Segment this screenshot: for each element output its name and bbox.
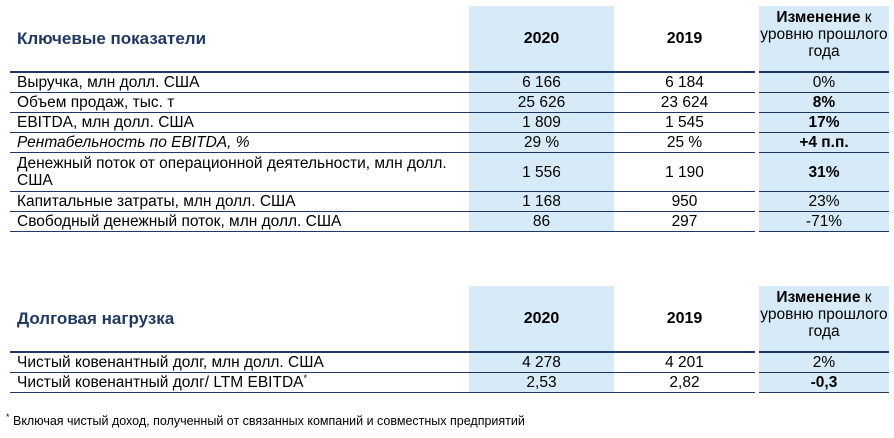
value-2020: 29 % [469, 132, 614, 153]
value-2019: 1 190 [614, 152, 755, 192]
value-2019: 297 [614, 211, 755, 232]
key-indicators-title: Ключевые показатели [10, 6, 469, 73]
table-row: EBITDA, млн долл. США 1 809 1 545 17% [10, 112, 889, 133]
footnote: * Включая чистый доход, полученный от св… [6, 411, 525, 428]
table-row: Чистый ковенантный долг/ LTM EBITDA* 2,5… [10, 372, 889, 393]
row-label: Свободный денежный поток, млн долл. США [10, 211, 469, 232]
table-row: Объем продаж, тыс. т 25 626 23 624 8% [10, 92, 889, 113]
column-header-change: Изменение к уровню прошлого года [759, 286, 889, 353]
row-label: Объем продаж, тыс. т [10, 92, 469, 113]
value-2020: 4 278 [469, 352, 614, 373]
table-row: Выручка, млн долл. США 6 166 6 184 0% [10, 72, 889, 93]
table-row: Свободный денежный поток, млн долл. США … [10, 211, 889, 232]
column-header-2019: 2019 [614, 286, 755, 353]
value-2019: 1 545 [614, 112, 755, 133]
column-header-2020: 2020 [469, 286, 614, 353]
value-2020: 86 [469, 211, 614, 232]
value-2020: 1 556 [469, 152, 614, 192]
value-change: 17% [759, 112, 889, 133]
footnote-text: Включая чистый доход, полученный от связ… [9, 414, 525, 428]
row-label: Денежный поток от операционной деятельно… [10, 152, 469, 192]
value-2020: 1 809 [469, 112, 614, 133]
table-row: Капитальные затраты, млн долл. США 1 168… [10, 191, 889, 212]
value-2019: 6 184 [614, 72, 755, 93]
value-2020: 6 166 [469, 72, 614, 93]
row-label: Рентабельность по EBITDA, % [10, 132, 469, 153]
column-header-2020: 2020 [469, 6, 614, 73]
table-header-row: Ключевые показатели 2020 2019 Изменение … [10, 6, 889, 73]
value-2019: 2,82 [614, 372, 755, 393]
value-2019: 25 % [614, 132, 755, 153]
debt-load-title: Долговая нагрузка [10, 286, 469, 353]
table-row: Рентабельность по EBITDA, % 29 % 25 % +4… [10, 132, 889, 153]
row-label: Чистый ковенантный долг, млн долл. США [10, 352, 469, 373]
value-change: 2% [759, 352, 889, 373]
key-indicators-table: Ключевые показатели 2020 2019 Изменение … [10, 6, 889, 232]
value-2020: 2,53 [469, 372, 614, 393]
row-label: Капитальные затраты, млн долл. США [10, 191, 469, 212]
footnote-mark: * [6, 411, 10, 422]
value-2019: 4 201 [614, 352, 755, 373]
value-change: 0% [759, 72, 889, 93]
value-change: +4 п.п. [759, 132, 889, 153]
table-row: Чистый ковенантный долг, млн долл. США 4… [10, 352, 889, 373]
column-header-2019: 2019 [614, 6, 755, 73]
table-row: Денежный поток от операционной деятельно… [10, 152, 889, 192]
value-2019: 950 [614, 191, 755, 212]
row-label: EBITDA, млн долл. США [10, 112, 469, 133]
debt-load-table: Долговая нагрузка 2020 2019 Изменение к … [10, 286, 889, 393]
value-change: -71% [759, 211, 889, 232]
value-2020: 1 168 [469, 191, 614, 212]
value-change: 23% [759, 191, 889, 212]
value-2020: 25 626 [469, 92, 614, 113]
table-header-row: Долговая нагрузка 2020 2019 Изменение к … [10, 286, 889, 353]
value-change: 31% [759, 152, 889, 192]
column-header-change: Изменение к уровню прошлого года [759, 6, 889, 73]
value-change: -0,3 [759, 372, 889, 393]
value-2019: 23 624 [614, 92, 755, 113]
value-change: 8% [759, 92, 889, 113]
row-label: Чистый ковенантный долг/ LTM EBITDA* [10, 372, 469, 393]
footnote-mark: * [303, 372, 307, 383]
row-label: Выручка, млн долл. США [10, 72, 469, 93]
